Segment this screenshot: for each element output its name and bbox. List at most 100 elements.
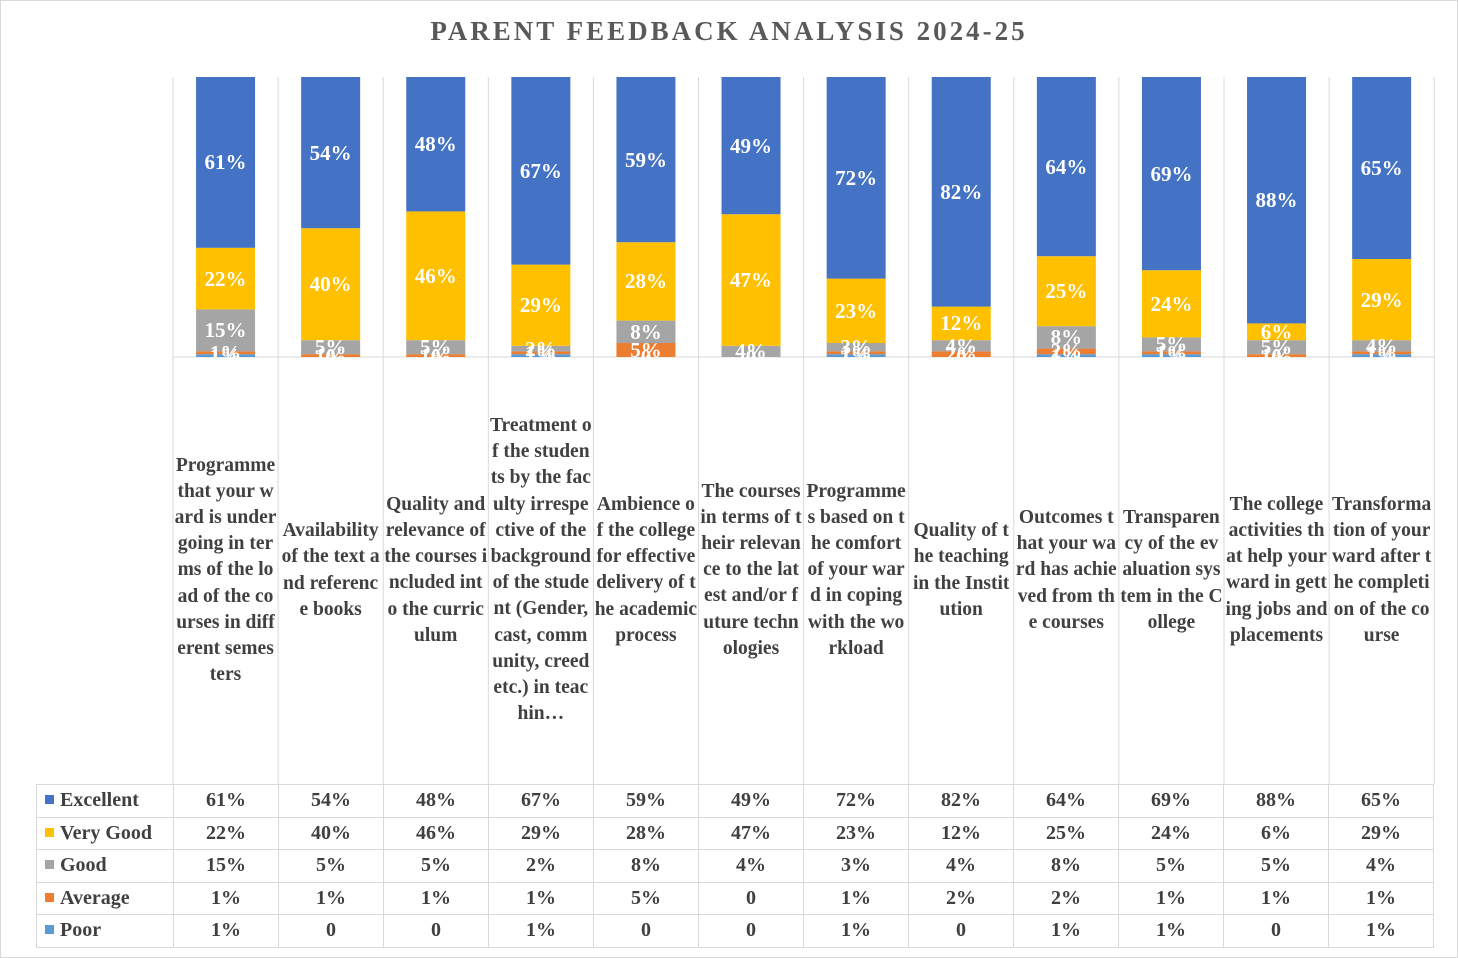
data-label-excellent-10: 69% — [1150, 161, 1193, 186]
bar-excellent-10 — [1141, 77, 1201, 271]
table-cell: 0 — [908, 914, 1014, 948]
category-label-12: Transformation of your ward after the co… — [1331, 493, 1432, 646]
legend-key-good: Good — [36, 849, 174, 883]
table-cell: 1% — [1118, 881, 1224, 915]
table-cell: 65% — [1328, 784, 1434, 818]
data-label-poor-9: 1% — [1050, 343, 1083, 368]
data-label-very-good-11: 6% — [1260, 319, 1293, 344]
bar-poor-1 — [196, 354, 256, 357]
bar-very-good-12 — [1352, 259, 1412, 341]
table-cell: 4% — [698, 849, 804, 883]
data-label-poor-12: 1% — [1365, 343, 1398, 368]
bar-very-good-7 — [826, 278, 886, 343]
bar-average-4 — [511, 351, 571, 355]
table-cell: 48% — [383, 784, 489, 818]
bar-average-9 — [1036, 348, 1096, 355]
data-label-average-2: 1% — [314, 343, 347, 368]
data-label-average-11: 1% — [1260, 343, 1293, 368]
bar-average-7 — [826, 351, 886, 355]
table-cell: 22% — [173, 816, 279, 850]
table-cell: 5% — [278, 849, 384, 883]
data-label-poor-3: 0 — [430, 345, 442, 369]
bar-average-3 — [406, 354, 466, 357]
bar-very-good-5 — [616, 242, 676, 321]
table-cell: 12% — [908, 816, 1014, 850]
table-cell: 8% — [593, 849, 699, 883]
data-label-very-good-1: 22% — [204, 266, 247, 291]
category-label-11: The college activities that help your wa… — [1225, 493, 1328, 646]
table-cell: 1% — [278, 881, 384, 915]
data-label-average-1: 1% — [209, 340, 242, 365]
bar-very-good-11 — [1247, 323, 1307, 341]
table-cell: 0 — [698, 881, 804, 915]
table-cell: 1% — [1013, 914, 1119, 948]
legend-swatch — [45, 925, 54, 935]
bar-excellent-8 — [931, 77, 991, 307]
bar-average-8 — [931, 351, 991, 357]
table-cell: 54% — [278, 784, 384, 818]
data-label-excellent-2: 54% — [309, 140, 352, 165]
table-cell: 5% — [1118, 849, 1224, 883]
table-cell: 47% — [698, 816, 804, 850]
table-cell: 5% — [1223, 849, 1329, 883]
legend-key-average: Average — [36, 881, 174, 915]
bar-poor-9 — [1036, 354, 1096, 357]
category-label-2: Availability of the text and reference b… — [281, 520, 380, 620]
table-cell: 1% — [173, 914, 279, 948]
table-cell: 1% — [803, 881, 909, 915]
table-cell: 0 — [278, 914, 384, 948]
category-label-5: Ambience of the college for effective de… — [594, 493, 698, 646]
table-cell: 64% — [1013, 784, 1119, 818]
table-cell: 1% — [383, 881, 489, 915]
table-cell: 29% — [488, 816, 594, 850]
table-cell: 59% — [593, 784, 699, 818]
data-label-very-good-4: 29% — [519, 293, 562, 318]
data-label-very-good-8: 12% — [940, 311, 983, 336]
table-cell: 4% — [908, 849, 1014, 883]
data-label-poor-6: 0 — [745, 345, 757, 369]
data-label-average-12: 1% — [1365, 340, 1398, 365]
bar-good-7 — [826, 343, 886, 352]
data-label-good-12: 4% — [1365, 333, 1398, 358]
table-cell: 1% — [1223, 881, 1329, 915]
data-label-average-10: 1% — [1155, 340, 1188, 365]
table-cell: 29% — [1328, 816, 1434, 850]
table-cell: 1% — [173, 881, 279, 915]
table-cell: 25% — [1013, 816, 1119, 850]
data-label-very-good-12: 29% — [1360, 287, 1403, 312]
table-cell: 88% — [1223, 784, 1329, 818]
category-label-9: Outcomes that your ward has achieved fro… — [1015, 506, 1117, 633]
bar-excellent-4 — [511, 77, 571, 265]
data-label-average-6: 0 — [745, 345, 757, 369]
data-table: Excellent 61% 54% 48% 67% 59% 49% 72% 82% 64% 69% 8… — [36, 784, 1434, 948]
bar-very-good-3 — [406, 211, 466, 341]
legend-swatch — [45, 860, 54, 870]
table-cell: 6% — [1223, 816, 1329, 850]
data-label-poor-1: 1% — [209, 343, 242, 368]
table-cell: 0 — [383, 914, 489, 948]
data-label-average-4: 1% — [525, 340, 557, 365]
data-label-poor-7: 1% — [840, 343, 872, 368]
data-label-very-good-9: 25% — [1045, 279, 1088, 304]
data-label-excellent-3: 48% — [414, 132, 457, 157]
bar-good-2 — [301, 340, 361, 355]
bar-average-11 — [1247, 354, 1307, 357]
table-cell: 40% — [278, 816, 384, 850]
category-label-6: The courses in terms of their relevance … — [700, 480, 802, 659]
table-cell: 46% — [383, 816, 489, 850]
data-label-good-2: 5% — [314, 335, 347, 360]
table-cell: 3% — [803, 849, 909, 883]
legend-label: Very Good — [60, 821, 153, 844]
data-label-very-good-10: 24% — [1150, 291, 1193, 316]
table-cell: 0 — [1223, 914, 1329, 948]
bar-good-11 — [1247, 340, 1307, 355]
data-label-good-4: 2% — [525, 336, 557, 361]
bar-excellent-2 — [301, 77, 361, 229]
bar-excellent-6 — [721, 77, 781, 215]
table-row-good: Good 15% 5% 5% 2% 8% 4% 3% 4% 8% 5% 5% 4% — [36, 849, 1434, 883]
legend-label: Average — [60, 886, 130, 909]
table-cell: 5% — [593, 881, 699, 915]
bar-very-good-4 — [511, 264, 571, 346]
bar-very-good-8 — [931, 306, 991, 341]
table-cell: 1% — [1328, 914, 1434, 948]
